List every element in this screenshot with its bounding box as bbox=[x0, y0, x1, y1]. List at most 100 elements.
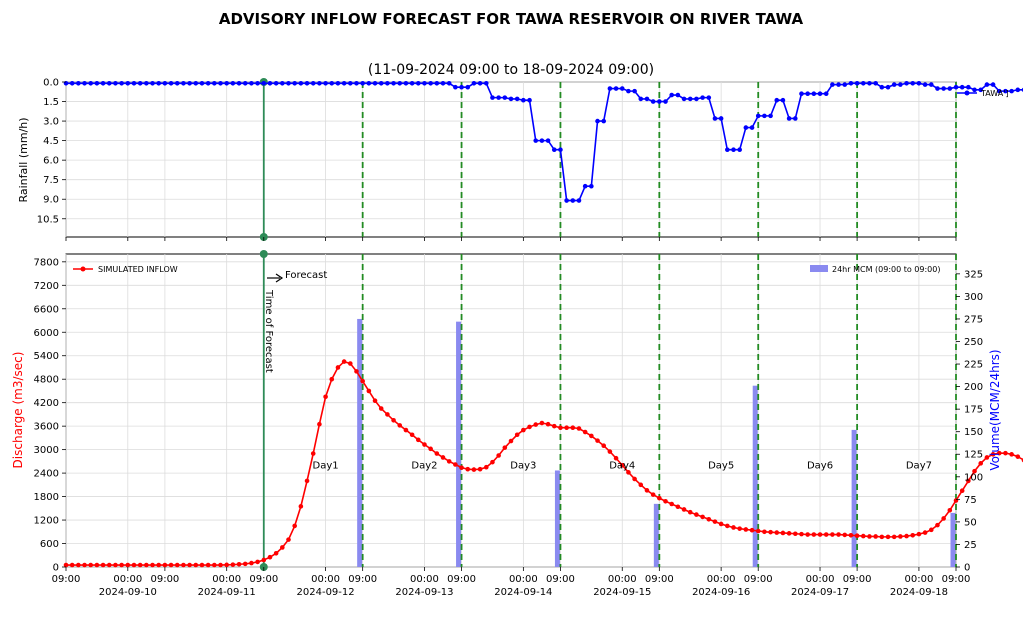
rainfall-point bbox=[867, 81, 872, 86]
inflow-point bbox=[137, 562, 143, 568]
rainfall-y-tick-label: 3.0 bbox=[43, 117, 59, 128]
rainfall-point bbox=[755, 113, 761, 119]
rainfall-point bbox=[638, 96, 644, 102]
volume-y-tick-label: 200 bbox=[964, 382, 983, 393]
inflow-point bbox=[613, 455, 619, 461]
discharge-y-tick-label: 4200 bbox=[34, 398, 59, 409]
rainfall-point bbox=[941, 86, 946, 91]
inflow-point bbox=[150, 562, 155, 568]
inflow-point bbox=[607, 449, 613, 454]
rainfall-point bbox=[119, 81, 124, 86]
inflow-series-line bbox=[66, 360, 1023, 566]
discharge-y-tick-label: 6000 bbox=[34, 328, 59, 339]
inflow-point bbox=[731, 525, 736, 530]
inflow-point bbox=[82, 562, 87, 568]
rainfall-point bbox=[811, 91, 817, 97]
volume-bar bbox=[851, 429, 857, 567]
volume-y-tick-label: 50 bbox=[964, 517, 977, 528]
inflow-point bbox=[100, 562, 106, 568]
inflow-point bbox=[595, 438, 600, 443]
rainfall-point bbox=[873, 81, 878, 86]
rainfall-point bbox=[978, 87, 984, 93]
rainfall-point bbox=[966, 84, 971, 90]
rainfall-point bbox=[644, 96, 650, 102]
inflow-point bbox=[131, 562, 137, 568]
rainfall-point bbox=[1015, 87, 1021, 93]
discharge-y-tick-label: 1200 bbox=[34, 516, 59, 527]
rainfall-point bbox=[144, 81, 149, 86]
inflow-point bbox=[669, 501, 674, 507]
rainfall-point bbox=[465, 84, 471, 90]
inflow-point bbox=[199, 562, 205, 568]
inflow-point bbox=[125, 562, 131, 568]
rainfall-point bbox=[88, 81, 94, 86]
inflow-point bbox=[700, 514, 705, 520]
rainfall-point bbox=[415, 81, 421, 86]
inflow-point bbox=[718, 521, 724, 527]
inflow-point bbox=[558, 425, 563, 431]
x-tick-time-label: 00:00 bbox=[608, 574, 637, 585]
volume-y-tick-label: 150 bbox=[964, 427, 983, 438]
inflow-point bbox=[687, 509, 693, 515]
inflow-point bbox=[310, 451, 316, 456]
volume-y-tick-label: 25 bbox=[964, 540, 977, 551]
rainfall-point bbox=[582, 183, 588, 189]
inflow-point bbox=[848, 533, 854, 538]
inflow-point bbox=[496, 453, 501, 458]
inflow-point bbox=[551, 423, 557, 429]
rainfall-point bbox=[762, 113, 767, 119]
rainfall-point bbox=[323, 81, 328, 86]
inflow-point bbox=[76, 562, 81, 568]
discharge-y-tick-label: 0 bbox=[53, 563, 59, 574]
rainfall-point bbox=[137, 81, 143, 86]
rainfall-y-tick-label: 7.5 bbox=[43, 175, 59, 186]
rainfall-point bbox=[706, 95, 712, 100]
inflow-point bbox=[508, 438, 514, 444]
rainfall-point bbox=[996, 88, 1002, 94]
rainfall-point bbox=[391, 81, 396, 86]
inflow-point bbox=[545, 421, 551, 427]
rainfall-point bbox=[601, 118, 607, 124]
rainfall-point bbox=[619, 86, 625, 91]
x-tick-time-label: 00:00 bbox=[707, 574, 736, 585]
x-tick-time-label: 09:00 bbox=[348, 574, 377, 585]
inflow-point bbox=[644, 488, 650, 493]
inflow-point bbox=[978, 461, 984, 466]
rainfall-point bbox=[823, 91, 829, 97]
x-tick-date-label: 2024-09-18 bbox=[890, 587, 948, 598]
rainfall-point bbox=[700, 95, 705, 100]
forecast-annotation: Forecast Time of Forecast bbox=[263, 270, 327, 373]
inflow-point bbox=[947, 507, 953, 513]
rainfall-point bbox=[576, 198, 582, 203]
rainfall-point bbox=[793, 116, 798, 121]
rainfall-point bbox=[174, 81, 180, 86]
inflow-point bbox=[762, 529, 767, 535]
rainfall-legend-marker bbox=[964, 90, 970, 96]
rainfall-y-tick-label: 6.0 bbox=[43, 156, 59, 167]
inflow-point bbox=[514, 432, 520, 438]
rainfall-point bbox=[199, 81, 205, 86]
rainfall-point bbox=[910, 81, 916, 86]
rainfall-point bbox=[564, 198, 569, 203]
inflow-point bbox=[996, 450, 1002, 456]
rainfall-point bbox=[483, 81, 489, 86]
inflow-point bbox=[743, 527, 749, 532]
inflow-point bbox=[119, 562, 124, 568]
inflow-point bbox=[205, 562, 211, 568]
x-tick-time-label: 09:00 bbox=[249, 574, 278, 585]
inflow-point bbox=[63, 562, 69, 568]
rainfall-point bbox=[422, 81, 427, 86]
rainfall-point bbox=[187, 81, 192, 86]
rainfall-point bbox=[657, 99, 662, 104]
bars-legend-swatch bbox=[810, 265, 828, 272]
x-tick-date-label: 2024-09-13 bbox=[395, 587, 453, 598]
inflow-point bbox=[922, 530, 928, 535]
rainfall-point bbox=[477, 81, 483, 86]
inflow-point bbox=[366, 388, 372, 394]
rainfall-point bbox=[830, 82, 835, 87]
rainfall-point bbox=[280, 81, 285, 86]
inflow-point bbox=[298, 504, 304, 509]
inflow-point bbox=[780, 530, 786, 536]
inflow-point bbox=[483, 464, 489, 470]
volume-y-tick-label: 100 bbox=[964, 472, 983, 483]
